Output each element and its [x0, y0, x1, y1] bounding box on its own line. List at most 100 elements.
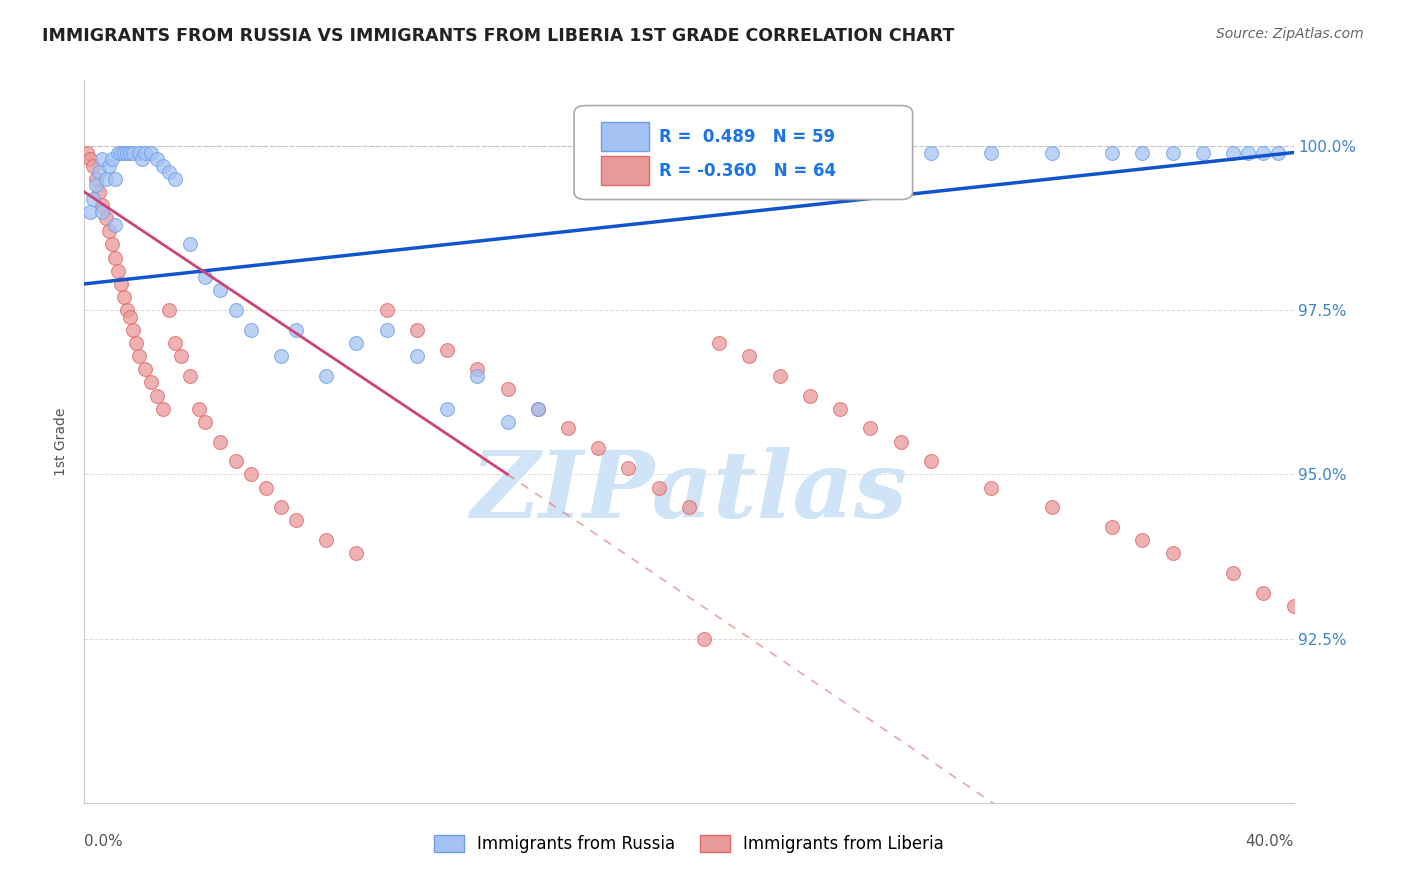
Point	[617, 145, 640, 160]
Point	[648, 481, 671, 495]
Point	[315, 368, 337, 383]
Point	[1282, 599, 1305, 613]
Point	[496, 382, 519, 396]
Point	[270, 500, 292, 515]
Point	[115, 303, 138, 318]
Point	[91, 198, 114, 212]
Point	[100, 152, 122, 166]
Point	[1222, 566, 1244, 580]
Point	[1040, 145, 1063, 160]
Point	[436, 343, 458, 357]
Point	[1267, 145, 1289, 160]
Point	[94, 171, 117, 186]
Point	[97, 224, 120, 238]
Point	[1040, 500, 1063, 515]
Point	[89, 165, 111, 179]
Point	[709, 336, 731, 351]
Point	[139, 145, 162, 160]
Point	[1101, 145, 1123, 160]
Point	[165, 336, 187, 351]
Point	[693, 632, 716, 646]
Point	[375, 323, 398, 337]
Point	[496, 415, 519, 429]
Point	[104, 218, 127, 232]
Point	[112, 145, 135, 160]
Point	[980, 145, 1002, 160]
Point	[152, 159, 174, 173]
Point	[1132, 533, 1154, 547]
Point	[315, 533, 337, 547]
Point	[239, 323, 262, 337]
Point	[527, 401, 550, 416]
Point	[118, 310, 141, 324]
Point	[179, 368, 201, 383]
Point	[738, 349, 761, 363]
Point	[467, 362, 489, 376]
Point	[100, 237, 122, 252]
Point	[830, 401, 852, 416]
Point	[82, 192, 104, 206]
Point	[678, 500, 700, 515]
Point	[209, 284, 232, 298]
Point	[110, 145, 132, 160]
Point	[436, 401, 458, 416]
Point	[678, 145, 700, 160]
Point	[86, 171, 108, 186]
Text: R =  0.489   N = 59: R = 0.489 N = 59	[659, 128, 835, 145]
Point	[115, 145, 138, 160]
Point	[89, 185, 111, 199]
Point	[125, 336, 148, 351]
Point	[110, 277, 132, 291]
Point	[128, 145, 150, 160]
Point	[86, 178, 108, 193]
Point	[94, 211, 117, 226]
Point	[225, 303, 247, 318]
Point	[118, 145, 141, 160]
Point	[285, 513, 308, 527]
Point	[270, 349, 292, 363]
Point	[859, 421, 882, 435]
Point	[799, 388, 821, 402]
Point	[112, 290, 135, 304]
Point	[146, 388, 169, 402]
Point	[588, 145, 610, 160]
Text: IMMIGRANTS FROM RUSSIA VS IMMIGRANTS FROM LIBERIA 1ST GRADE CORRELATION CHART: IMMIGRANTS FROM RUSSIA VS IMMIGRANTS FRO…	[42, 27, 955, 45]
Point	[179, 237, 201, 252]
Point	[104, 251, 127, 265]
FancyBboxPatch shape	[574, 105, 912, 200]
Point	[139, 376, 162, 390]
Point	[617, 460, 640, 475]
Point	[890, 434, 912, 449]
Point	[830, 145, 852, 160]
Point	[920, 145, 942, 160]
Point	[254, 481, 277, 495]
Point	[467, 368, 489, 383]
Point	[1101, 520, 1123, 534]
Point	[1253, 585, 1275, 599]
Y-axis label: 1st Grade: 1st Grade	[53, 408, 67, 475]
Point	[1132, 145, 1154, 160]
Point	[588, 441, 610, 455]
Point	[1237, 145, 1260, 160]
Point	[920, 454, 942, 468]
Point	[406, 349, 429, 363]
Point	[557, 421, 579, 435]
Point	[152, 401, 174, 416]
Point	[82, 159, 104, 173]
Point	[97, 159, 120, 173]
Bar	[600, 122, 650, 151]
Point	[165, 171, 187, 186]
Point	[157, 165, 180, 179]
Point	[107, 264, 129, 278]
Point	[91, 152, 114, 166]
Point	[769, 145, 792, 160]
Point	[285, 323, 308, 337]
Point	[859, 145, 882, 160]
Point	[79, 152, 101, 166]
Point	[209, 434, 232, 449]
Point	[76, 145, 98, 160]
Point	[1161, 546, 1184, 560]
Point	[121, 145, 143, 160]
Point	[346, 546, 368, 560]
Point	[104, 171, 127, 186]
